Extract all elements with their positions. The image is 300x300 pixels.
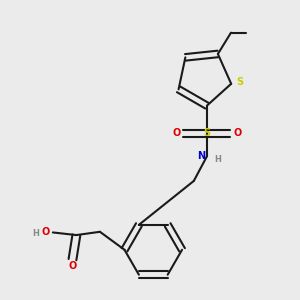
Text: H: H [214, 154, 221, 164]
Text: S: S [236, 77, 243, 87]
Text: O: O [41, 227, 50, 237]
Text: O: O [233, 128, 242, 139]
Text: H: H [32, 229, 39, 238]
Text: O: O [68, 261, 76, 271]
Text: O: O [172, 128, 180, 139]
Text: S: S [203, 128, 211, 139]
Text: N: N [197, 152, 205, 161]
